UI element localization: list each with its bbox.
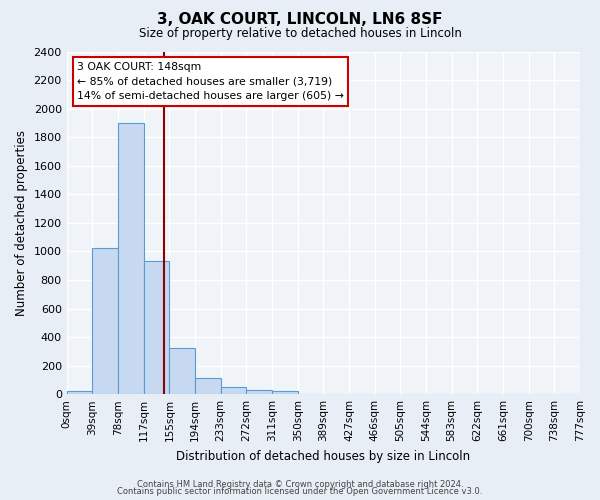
Bar: [195, 378, 221, 394]
Text: 3, OAK COURT, LINCOLN, LN6 8SF: 3, OAK COURT, LINCOLN, LN6 8SF: [157, 12, 443, 28]
Bar: [169, 348, 195, 394]
Bar: [247, 390, 272, 394]
Bar: [143, 262, 169, 394]
Bar: [118, 123, 143, 394]
Y-axis label: Number of detached properties: Number of detached properties: [15, 130, 28, 316]
Bar: [221, 387, 247, 394]
Text: Contains HM Land Registry data © Crown copyright and database right 2024.: Contains HM Land Registry data © Crown c…: [137, 480, 463, 489]
Text: Contains public sector information licensed under the Open Government Licence v3: Contains public sector information licen…: [118, 488, 482, 496]
Bar: [92, 248, 118, 394]
Text: 3 OAK COURT: 148sqm
← 85% of detached houses are smaller (3,719)
14% of semi-det: 3 OAK COURT: 148sqm ← 85% of detached ho…: [77, 62, 344, 102]
Bar: [67, 390, 92, 394]
Bar: [272, 392, 298, 394]
Text: Size of property relative to detached houses in Lincoln: Size of property relative to detached ho…: [139, 28, 461, 40]
X-axis label: Distribution of detached houses by size in Lincoln: Distribution of detached houses by size …: [176, 450, 470, 462]
